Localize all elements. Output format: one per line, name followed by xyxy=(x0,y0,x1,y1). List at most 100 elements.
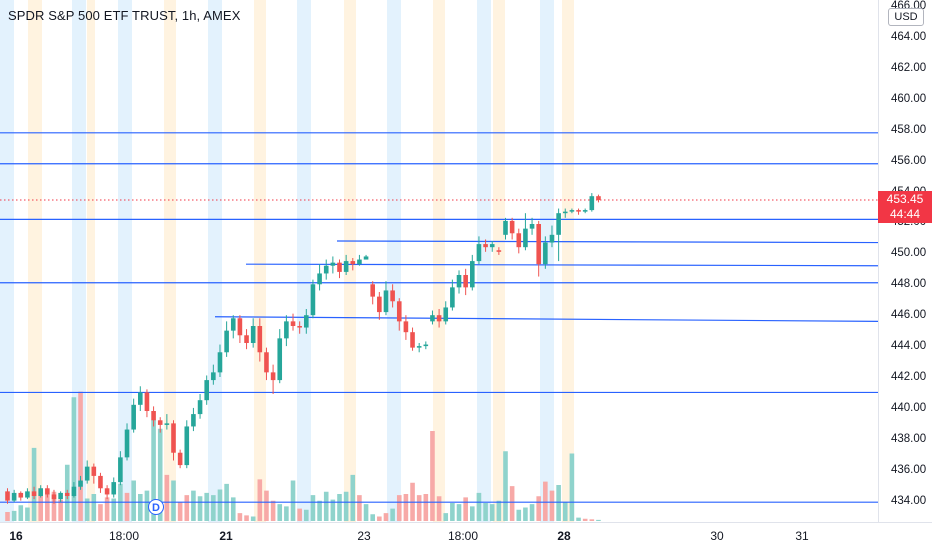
candle-body xyxy=(430,315,435,322)
volume-bar xyxy=(396,495,402,521)
candle-body xyxy=(244,335,249,343)
time-tick: 23 xyxy=(357,529,371,543)
candle-body xyxy=(470,261,475,288)
candle-body xyxy=(51,494,57,500)
chart-pane[interactable]: SPDR S&P 500 ETF TRUST, 1h, AMEX D xyxy=(0,0,878,522)
candle-body xyxy=(171,423,176,453)
candle-body xyxy=(390,290,395,302)
volume-bar xyxy=(330,499,336,521)
volume-bar xyxy=(124,492,130,521)
candle-body xyxy=(562,211,568,214)
candle-body xyxy=(84,466,90,481)
time-tick: 16 xyxy=(9,529,23,543)
price-chart[interactable] xyxy=(0,0,878,522)
candle-body xyxy=(25,491,30,498)
candle-body xyxy=(124,429,130,458)
candle-body xyxy=(423,344,429,347)
candle-body xyxy=(164,423,170,425)
volume-bar xyxy=(84,498,90,521)
price-tick: 448.00 xyxy=(891,278,927,291)
volume-bar xyxy=(111,498,117,521)
price-tick: 460.00 xyxy=(891,92,927,105)
time-tick: 31 xyxy=(795,529,809,543)
volume-bar xyxy=(463,497,468,521)
price-tick: 442.00 xyxy=(891,371,927,383)
price-tick: 436.00 xyxy=(891,463,927,476)
candle-body xyxy=(31,491,37,496)
candle-body xyxy=(5,491,10,501)
price-tick: 434.00 xyxy=(891,494,927,507)
candle-body xyxy=(416,346,422,348)
candle-body xyxy=(323,265,329,274)
candle-body xyxy=(38,488,43,496)
candle-body xyxy=(104,488,110,495)
volume-bar xyxy=(496,500,502,521)
volume-bar xyxy=(270,500,276,521)
premarket-band xyxy=(344,0,356,522)
volume-bar xyxy=(144,490,150,521)
candle-body xyxy=(509,220,515,234)
premarket-band xyxy=(254,0,266,522)
candle-body xyxy=(370,284,375,297)
candle-body xyxy=(224,330,229,353)
volume-bar xyxy=(31,447,37,521)
candle-body xyxy=(264,352,269,373)
time-tick: 28 xyxy=(557,529,571,543)
volume-bar xyxy=(58,499,63,521)
candle-body xyxy=(543,242,548,265)
candle-body xyxy=(489,244,495,248)
volume-bar xyxy=(310,495,316,521)
volume-bar xyxy=(157,428,163,521)
postmarket-band xyxy=(387,0,401,522)
volume-bar xyxy=(250,516,256,521)
volume-bar xyxy=(536,496,541,521)
candle-body xyxy=(257,326,263,353)
volume-bar xyxy=(104,497,110,521)
candle-body xyxy=(304,315,309,328)
volume-bar xyxy=(596,519,601,521)
candle-body xyxy=(450,287,455,308)
volume-bar xyxy=(503,451,508,521)
volume-bar xyxy=(177,501,183,521)
candle-body xyxy=(98,475,103,489)
premarket-band xyxy=(87,0,95,522)
candle-body xyxy=(436,315,442,322)
candle-body xyxy=(290,321,296,326)
candle-body xyxy=(197,400,203,415)
time-scale[interactable]: 16 18:00 21 23 18:00 28 30 31 xyxy=(0,522,932,551)
premarket-band xyxy=(164,0,176,522)
volume-bar xyxy=(98,504,103,521)
candle-body xyxy=(456,275,462,288)
symbol-title[interactable]: SPDR S&P 500 ETF TRUST, 1h, AMEX xyxy=(8,8,241,23)
candle-body xyxy=(516,233,522,248)
candle-body xyxy=(91,466,97,476)
candle-body xyxy=(330,262,336,266)
candle-body xyxy=(191,414,196,427)
volume-bar xyxy=(509,486,515,521)
currency-badge[interactable]: USD xyxy=(888,8,924,26)
candle-body xyxy=(582,210,588,212)
volume-bar xyxy=(297,508,302,521)
time-tick: 21 xyxy=(219,529,233,543)
price-tick: 464.00 xyxy=(891,31,927,43)
volume-bar xyxy=(191,490,196,521)
volume-bar xyxy=(476,492,482,521)
price-tick: 438.00 xyxy=(891,432,927,445)
volume-bar xyxy=(45,494,50,521)
price-tick: 446.00 xyxy=(891,309,927,322)
candle-body xyxy=(536,224,541,265)
candle-body xyxy=(443,307,449,322)
candle-body xyxy=(297,326,302,328)
candle-body xyxy=(476,244,482,262)
candle-body xyxy=(496,250,502,252)
candle-body xyxy=(177,452,183,466)
volume-bar xyxy=(470,506,475,521)
volume-bar xyxy=(138,494,143,521)
volume-bar xyxy=(529,504,535,521)
dividend-marker[interactable]: D xyxy=(148,499,164,515)
price-scale[interactable]: 466.00464.00462.00460.00458.00456.00454.… xyxy=(878,0,932,522)
postmarket-band xyxy=(0,0,14,522)
candle-body xyxy=(138,392,143,405)
time-tick: 18:00 xyxy=(108,529,140,543)
bar-countdown: 44:44 xyxy=(889,207,921,222)
